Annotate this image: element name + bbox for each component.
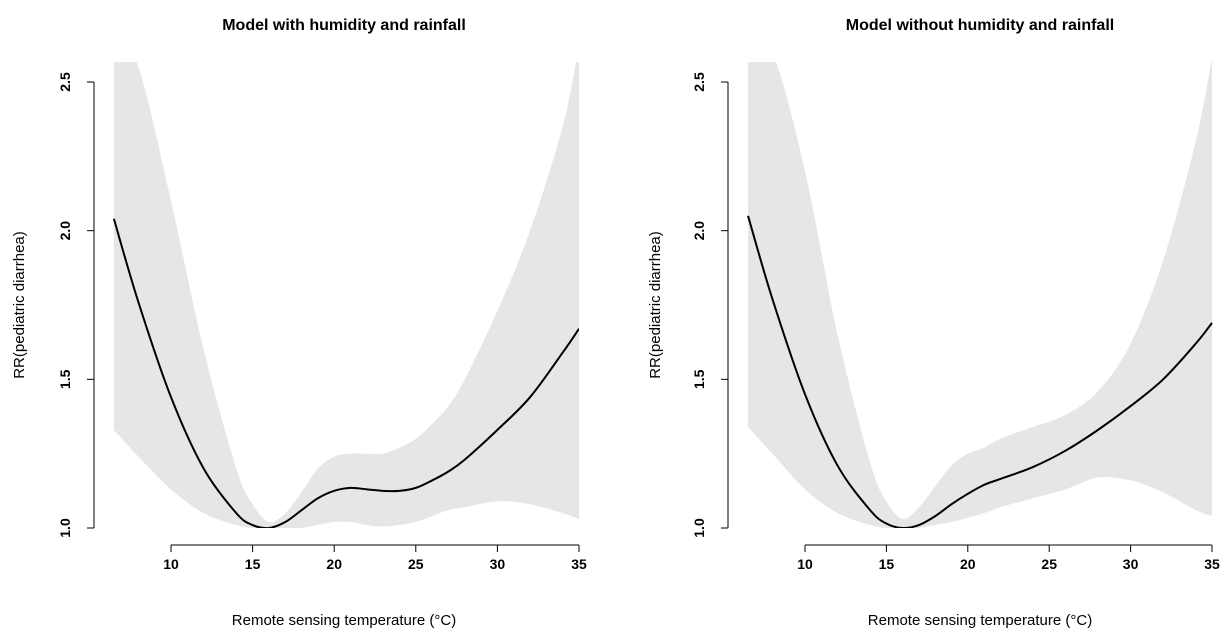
x-tick-label: 25: [408, 556, 424, 572]
y-tick-label: 1.5: [57, 369, 73, 389]
x-tick-label: 35: [571, 556, 587, 572]
confidence-band: [113, 62, 579, 528]
x-axis: 10 15 20 25 30 35: [163, 544, 587, 572]
x-axis-label: Remote sensing temperature (°C): [232, 612, 456, 629]
y-tick-label: 2.0: [691, 221, 707, 241]
x-tick-label: 30: [490, 556, 506, 572]
chart-title: Model with humidity and rainfall: [222, 17, 466, 34]
y-axis-label: RR(pediatric diarrhea): [11, 231, 28, 379]
x-tick-label: 10: [163, 556, 179, 572]
rr-curve: [112, 218, 579, 528]
x-tick-label: 10: [797, 556, 813, 572]
x-axis-label: Remote sensing temperature (°C): [868, 612, 1092, 629]
y-tick-label: 1.0: [57, 518, 73, 538]
chart-title: Model without humidity and rainfall: [846, 17, 1114, 34]
y-axis: 1.0 1.5 2.0 2.5: [57, 72, 95, 538]
y-tick-label: 2.5: [57, 72, 73, 92]
rr-curve: [747, 215, 1213, 528]
confidence-band: [748, 62, 1212, 528]
x-tick-label: 20: [326, 556, 342, 572]
x-tick-label: 35: [1204, 556, 1220, 572]
x-tick-label: 15: [879, 556, 895, 572]
y-tick-label: 2.5: [691, 72, 707, 92]
y-tick-label: 2.0: [57, 221, 73, 241]
y-axis-label: RR(pediatric diarrhea): [647, 231, 664, 379]
y-tick-label: 1.5: [691, 369, 707, 389]
x-tick-label: 25: [1041, 556, 1057, 572]
x-axis: 10 15 20 25 30 35: [797, 544, 1220, 572]
chart-panel-left: Model with humidity and rainfall 10 15 20 2…: [11, 17, 587, 629]
x-tick-label: 15: [245, 556, 261, 572]
x-tick-label: 20: [960, 556, 976, 572]
y-tick-label: 1.0: [691, 518, 707, 538]
chart-panel-right: Model without humidity and rainfall 10 15…: [647, 17, 1220, 629]
y-axis: 1.0 1.5 2.0 2.5: [691, 72, 729, 538]
x-tick-label: 30: [1123, 556, 1139, 572]
